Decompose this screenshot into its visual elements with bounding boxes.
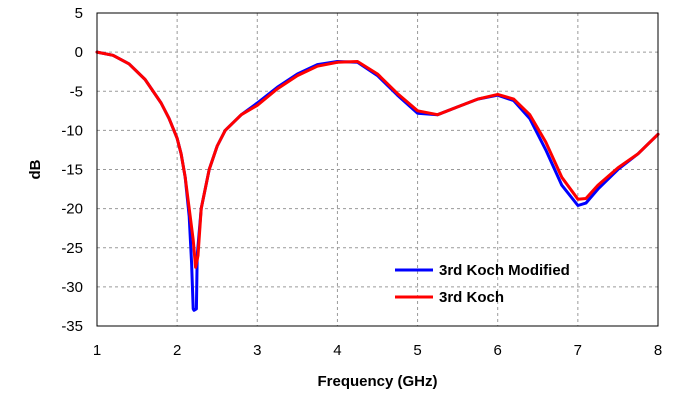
legend-label: 3rd Koch — [439, 289, 504, 306]
x-tick-label: 6 — [494, 342, 502, 359]
x-tick-label: 8 — [654, 342, 662, 359]
y-tick-label: -35 — [61, 318, 83, 335]
legend-label: 3rd Koch Modified — [439, 262, 570, 279]
legend: 3rd Koch Modified 3rd Koch — [395, 262, 570, 306]
y-tick-label: -30 — [61, 279, 83, 296]
y-tick-label: -10 — [61, 122, 83, 139]
x-tick-label: 5 — [413, 342, 421, 359]
x-tick-labels: 1 2 3 4 5 6 7 8 — [93, 342, 662, 359]
y-tick-label: 5 — [75, 5, 83, 22]
grid-lines — [97, 13, 658, 326]
x-tick-label: 1 — [93, 342, 101, 359]
x-tick-label: 7 — [574, 342, 582, 359]
y-tick-label: -5 — [70, 83, 83, 100]
y-tick-label: -15 — [61, 162, 83, 179]
series-lines — [95, 50, 660, 312]
series-line-2 — [95, 50, 660, 269]
y-tick-label: -20 — [61, 201, 83, 218]
y-axis-label: dB — [27, 159, 44, 179]
y-tick-label: 0 — [75, 44, 83, 61]
y-tick-label: -25 — [61, 240, 83, 257]
plot-area — [96, 12, 659, 327]
y-tick-labels: 5 0 -5 -10 -15 -20 -25 -30 -35 — [61, 5, 83, 335]
x-axis-label: Frequency (GHz) — [317, 373, 437, 390]
x-tick-label: 4 — [333, 342, 341, 359]
x-tick-label: 3 — [253, 342, 261, 359]
x-tick-label: 2 — [173, 342, 181, 359]
